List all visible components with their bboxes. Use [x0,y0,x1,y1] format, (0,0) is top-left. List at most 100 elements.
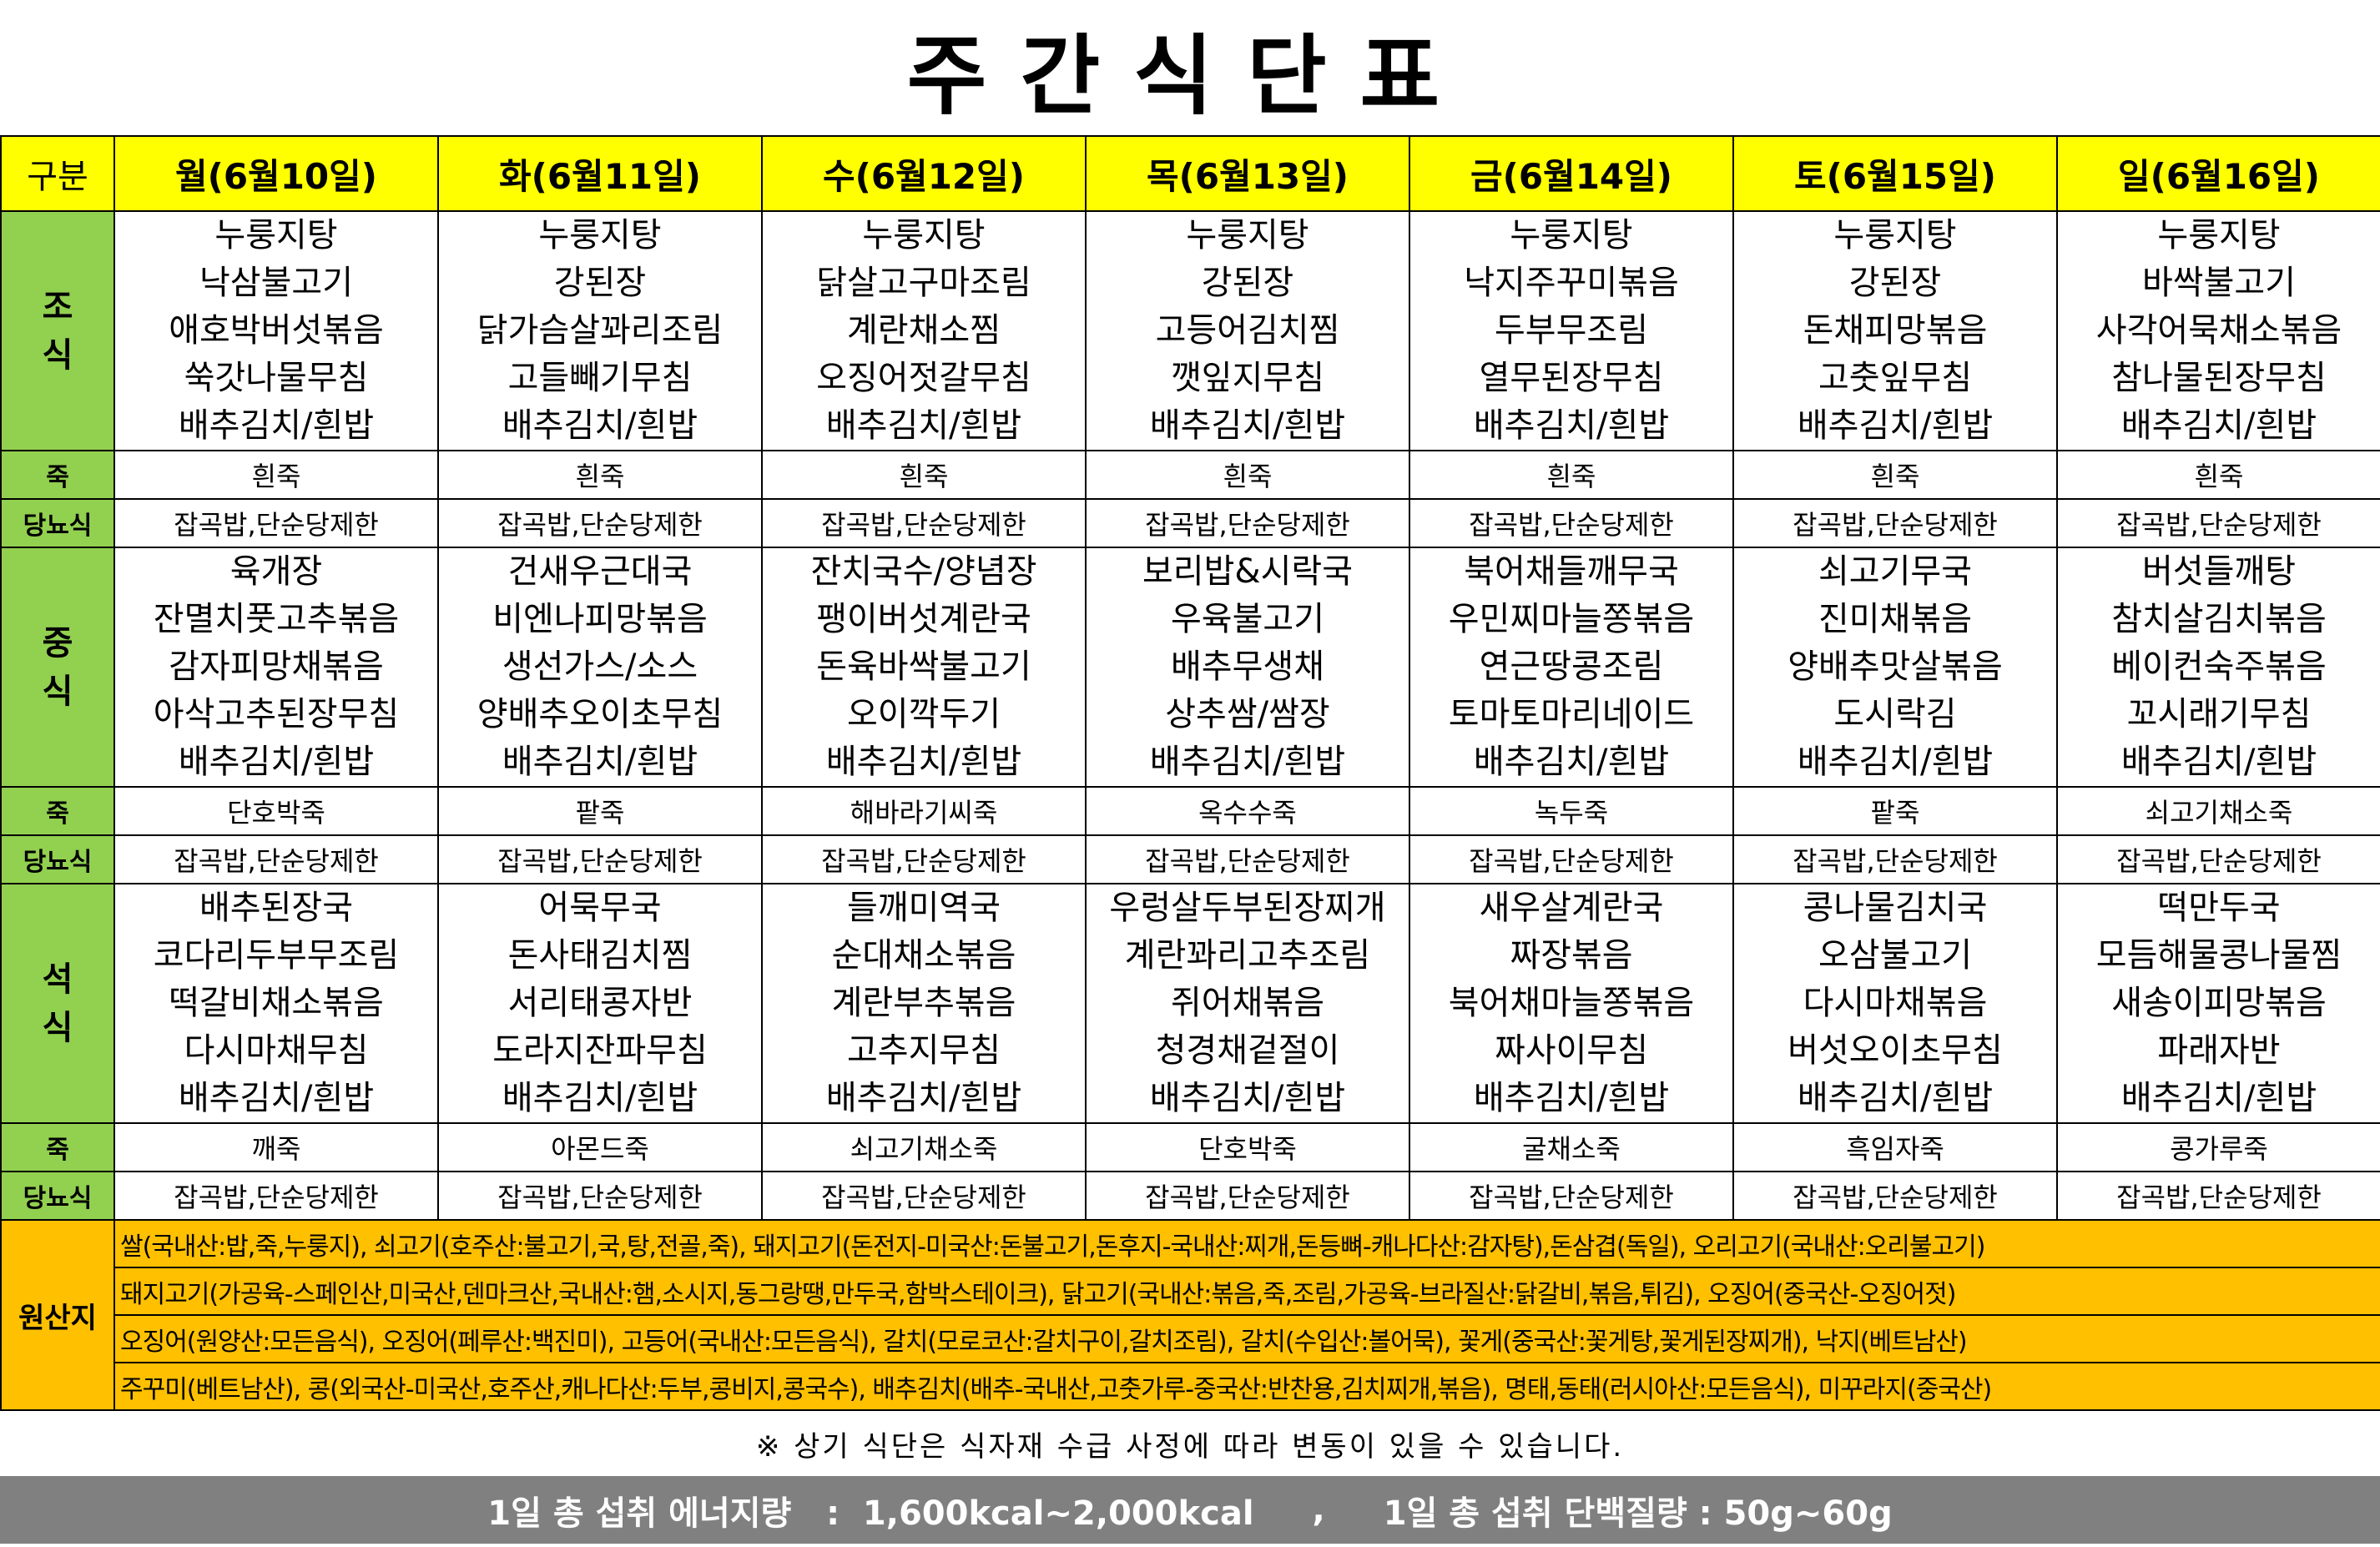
menu-item: 들깨미역국 [847,889,1001,927]
porridge-cell: 흰죽 [1085,450,1410,500]
lunch-menu-cell: 육개장 잔멸치풋고추볶음 감자피망채볶음 아삭고추된장무침 배추김치/흰밥 [113,547,439,788]
menu-item: 모듬해물콩나물찜 [2095,936,2342,975]
diabetic-label: 당뇨식 [0,834,115,884]
menu-item: 잔치국수/양념장 [810,552,1037,591]
diabetic-cell: 잡곡밥,단순당제한 [2056,498,2380,548]
breakfast-menu-cell: 누룽지탕 낙지주꾸미볶음 두부무조림 열무된장무침 배추김치/흰밥 [1409,210,1734,451]
porridge-cell: 아몬드죽 [437,1122,763,1172]
porridge-label: 죽 [0,786,115,836]
diabetic-cell: 잡곡밥,단순당제한 [1085,834,1410,884]
diabetic-cell: 잡곡밥,단순당제한 [761,1171,1087,1221]
diabetic-label: 당뇨식 [0,1171,115,1221]
menu-item: 돈육바싹불고기 [816,648,1031,686]
porridge-cell: 쇠고기채소죽 [761,1122,1087,1172]
diabetic-cell: 잡곡밥,단순당제한 [1732,498,2058,548]
menu-item: 계란채소찜 [847,311,1001,350]
menu-item: 강된장 [1848,264,1942,302]
menu-item: 배추김치/흰밥 [2120,743,2317,781]
menu-item: 파래자반 [2157,1031,2281,1070]
lunch-menu-cell: 건새우근대국 비엔나피망볶음 생선가스/소스 양배추오이초무침 배추김치/흰밥 [437,547,763,788]
menu-item: 버섯오이초무침 [1788,1031,2003,1070]
porridge-cell: 흰죽 [1409,450,1734,500]
porridge-cell: 흑임자죽 [1732,1122,2058,1172]
diabetic-cell: 잡곡밥,단순당제한 [437,834,763,884]
table-row: 돼지고기(가공육-스페인산,미국산,덴마크산,국내산:햄,소시지,동그랑땡,만두… [1,1267,2380,1316]
table-row: 원산지 쌀(국내산:밥,죽,누룽지), 쇠고기(호주산:불고기,국,탕,전골,죽)… [0,1219,2380,1411]
header-label: 구분 [0,135,115,212]
dinner-menu-cell: 콩나물김치국 오삼불고기 다시마채볶음 버섯오이초무침 배추김치/흰밥 [1732,883,2058,1124]
table-row: 중 식 육개장 잔멸치풋고추볶음 감자피망채볶음 아삭고추된장무침 배추김치/흰밥 건새우근대… [0,547,2380,788]
menu-item: 북어채들깨무국 [1464,552,1679,591]
menu-item: 새송이피망볶음 [2111,984,2327,1022]
table-row: 조 식 누룽지탕 낙삼불고기 애호박버섯볶음 쑥갓나물무침 배추김치/흰밥 누룽지탕 강된장 닭가… [0,210,2380,451]
diabetic-label: 당뇨식 [0,498,115,548]
diabetic-cell: 잡곡밥,단순당제한 [761,834,1087,884]
menu-item: 사각어묵채소볶음 [2095,311,2342,350]
dinner-menu-cell: 우렁살두부된장찌개 계란꽈리고추조림 쥐어채볶음 청경채겉절이 배추김치/흰밥 [1085,883,1410,1124]
menu-item: 누룽지탕 [1510,216,1633,254]
menu-item: 다시마채볶음 [1803,984,1988,1022]
menu-item: 연근땅콩조림 [1479,648,1664,686]
menu-item: 배추김치/흰밥 [178,743,375,781]
nutrition-footer: 1일 총 섭취 에너지량 : 1,600kcal~2,000kcal, 1일 총 … [0,1476,2380,1544]
table-row: 당뇨식 잡곡밥,단순당제한 잡곡밥,단순당제한 잡곡밥,단순당제한 잡곡밥,단순당제한 잡… [0,498,2380,548]
menu-item: 누룽지탕 [1833,216,1957,254]
menu-item: 토마토마리네이드 [1448,695,1695,733]
menu-item: 다시마채무침 [184,1031,369,1070]
menu-item: 짜사이무침 [1495,1031,1648,1070]
menu-item: 보리밥&시락국 [1142,552,1353,591]
porridge-cell: 단호박죽 [1085,1122,1410,1172]
menu-item: 배추김치/흰밥 [825,406,1022,445]
menu-item: 배추김치/흰밥 [178,406,375,445]
menu-item: 계란꽈리고추조림 [1124,936,1371,975]
menu-item: 돈채피망볶음 [1803,311,1988,350]
diabetic-cell: 잡곡밥,단순당제한 [1732,834,2058,884]
menu-item: 버섯들깨탕 [2142,552,2296,591]
lunch-menu-cell: 버섯들깨탕 참치살김치볶음 베이컨숙주볶음 꼬시래기무침 배추김치/흰밥 [2056,547,2380,788]
breakfast-menu-cell: 누룽지탕 바싹불고기 사각어묵채소볶음 참나물된장무침 배추김치/흰밥 [2056,210,2380,451]
menu-item: 고들빼기무침 [507,359,693,397]
notice: ※ 상기 식단은 식자재 수급 사정에 따라 변동이 있을 수 있습니다. [755,1429,1625,1464]
menu-item: 우민찌마늘쫑볶음 [1448,600,1695,638]
diabetic-cell: 잡곡밥,단순당제한 [2056,1171,2380,1221]
porridge-cell: 깨죽 [113,1122,439,1172]
menu-item: 열무된장무침 [1479,359,1664,397]
menu-item: 어묵무국 [538,889,662,927]
table-row: 당뇨식 잡곡밥,단순당제한 잡곡밥,단순당제한 잡곡밥,단순당제한 잡곡밥,단순당제한 잡… [0,1171,2380,1221]
separator: , [1312,1490,1325,1529]
table-row: 구분 월(6월10일) 화(6월11일) 수(6월12일) 목(6월13일) 금(6월14… [0,135,2380,212]
menu-item: 닭살고구마조림 [816,264,1031,302]
porridge-cell: 굴채소죽 [1409,1122,1734,1172]
menu-item: 콩나물김치국 [1803,889,1988,927]
porridge-cell: 쇠고기채소죽 [2056,786,2380,836]
menu-item: 배추김치/흰밥 [502,743,698,781]
breakfast-menu-cell: 누룽지탕 닭살고구마조림 계란채소찜 오징어젓갈무침 배추김치/흰밥 [761,210,1087,451]
menu-item: 북어채마늘쫑볶음 [1448,984,1695,1022]
menu-item: 배추김치/흰밥 [1473,743,1670,781]
diabetic-cell: 잡곡밥,단순당제한 [113,834,439,884]
table-row: 죽 깨죽 아몬드죽 쇠고기채소죽 단호박죽 굴채소죽 흑임자죽 콩가루죽 [0,1122,2380,1172]
menu-item: 낙삼불고기 [199,264,353,302]
menu-item: 양배추맛살볶음 [1788,648,2003,686]
menu-item: 팽이버섯계란국 [816,600,1031,638]
menu-item: 배추김치/흰밥 [825,743,1022,781]
menu-item: 도라지잔파무침 [492,1031,708,1070]
table-row: 주꾸미(베트남산), 콩(외국산-미국산,호주산,캐나다산:두부,콩비지,콩국수… [1,1362,2380,1411]
menu-item: 비엔나피망볶음 [492,600,708,638]
menu-item: 고춧잎무침 [1818,359,1972,397]
porridge-cell: 흰죽 [761,450,1087,500]
menu-item: 배추김치/흰밥 [825,1079,1022,1117]
menu-item: 아삭고추된장무침 [153,695,400,733]
diabetic-cell: 잡곡밥,단순당제한 [1409,1171,1734,1221]
menu-item: 돈사태김치찜 [507,936,693,975]
diabetic-cell: 잡곡밥,단순당제한 [437,498,763,548]
porridge-cell: 해바라기씨죽 [761,786,1087,836]
origin-line: 쌀(국내산:밥,죽,누룽지), 쇠고기(호주산:불고기,국,탕,전골,죽), 돼… [113,1219,2380,1268]
menu-item: 새우살계란국 [1479,889,1664,927]
table-row: 죽 단호박죽 팥죽 해바라기씨죽 옥수수죽 녹두죽 팥죽 쇠고기채소죽 [0,786,2380,836]
menu-item: 누룽지탕 [2157,216,2281,254]
menu-item: 낙지주꾸미볶음 [1464,264,1679,302]
menu-item: 바싹불고기 [2142,264,2296,302]
